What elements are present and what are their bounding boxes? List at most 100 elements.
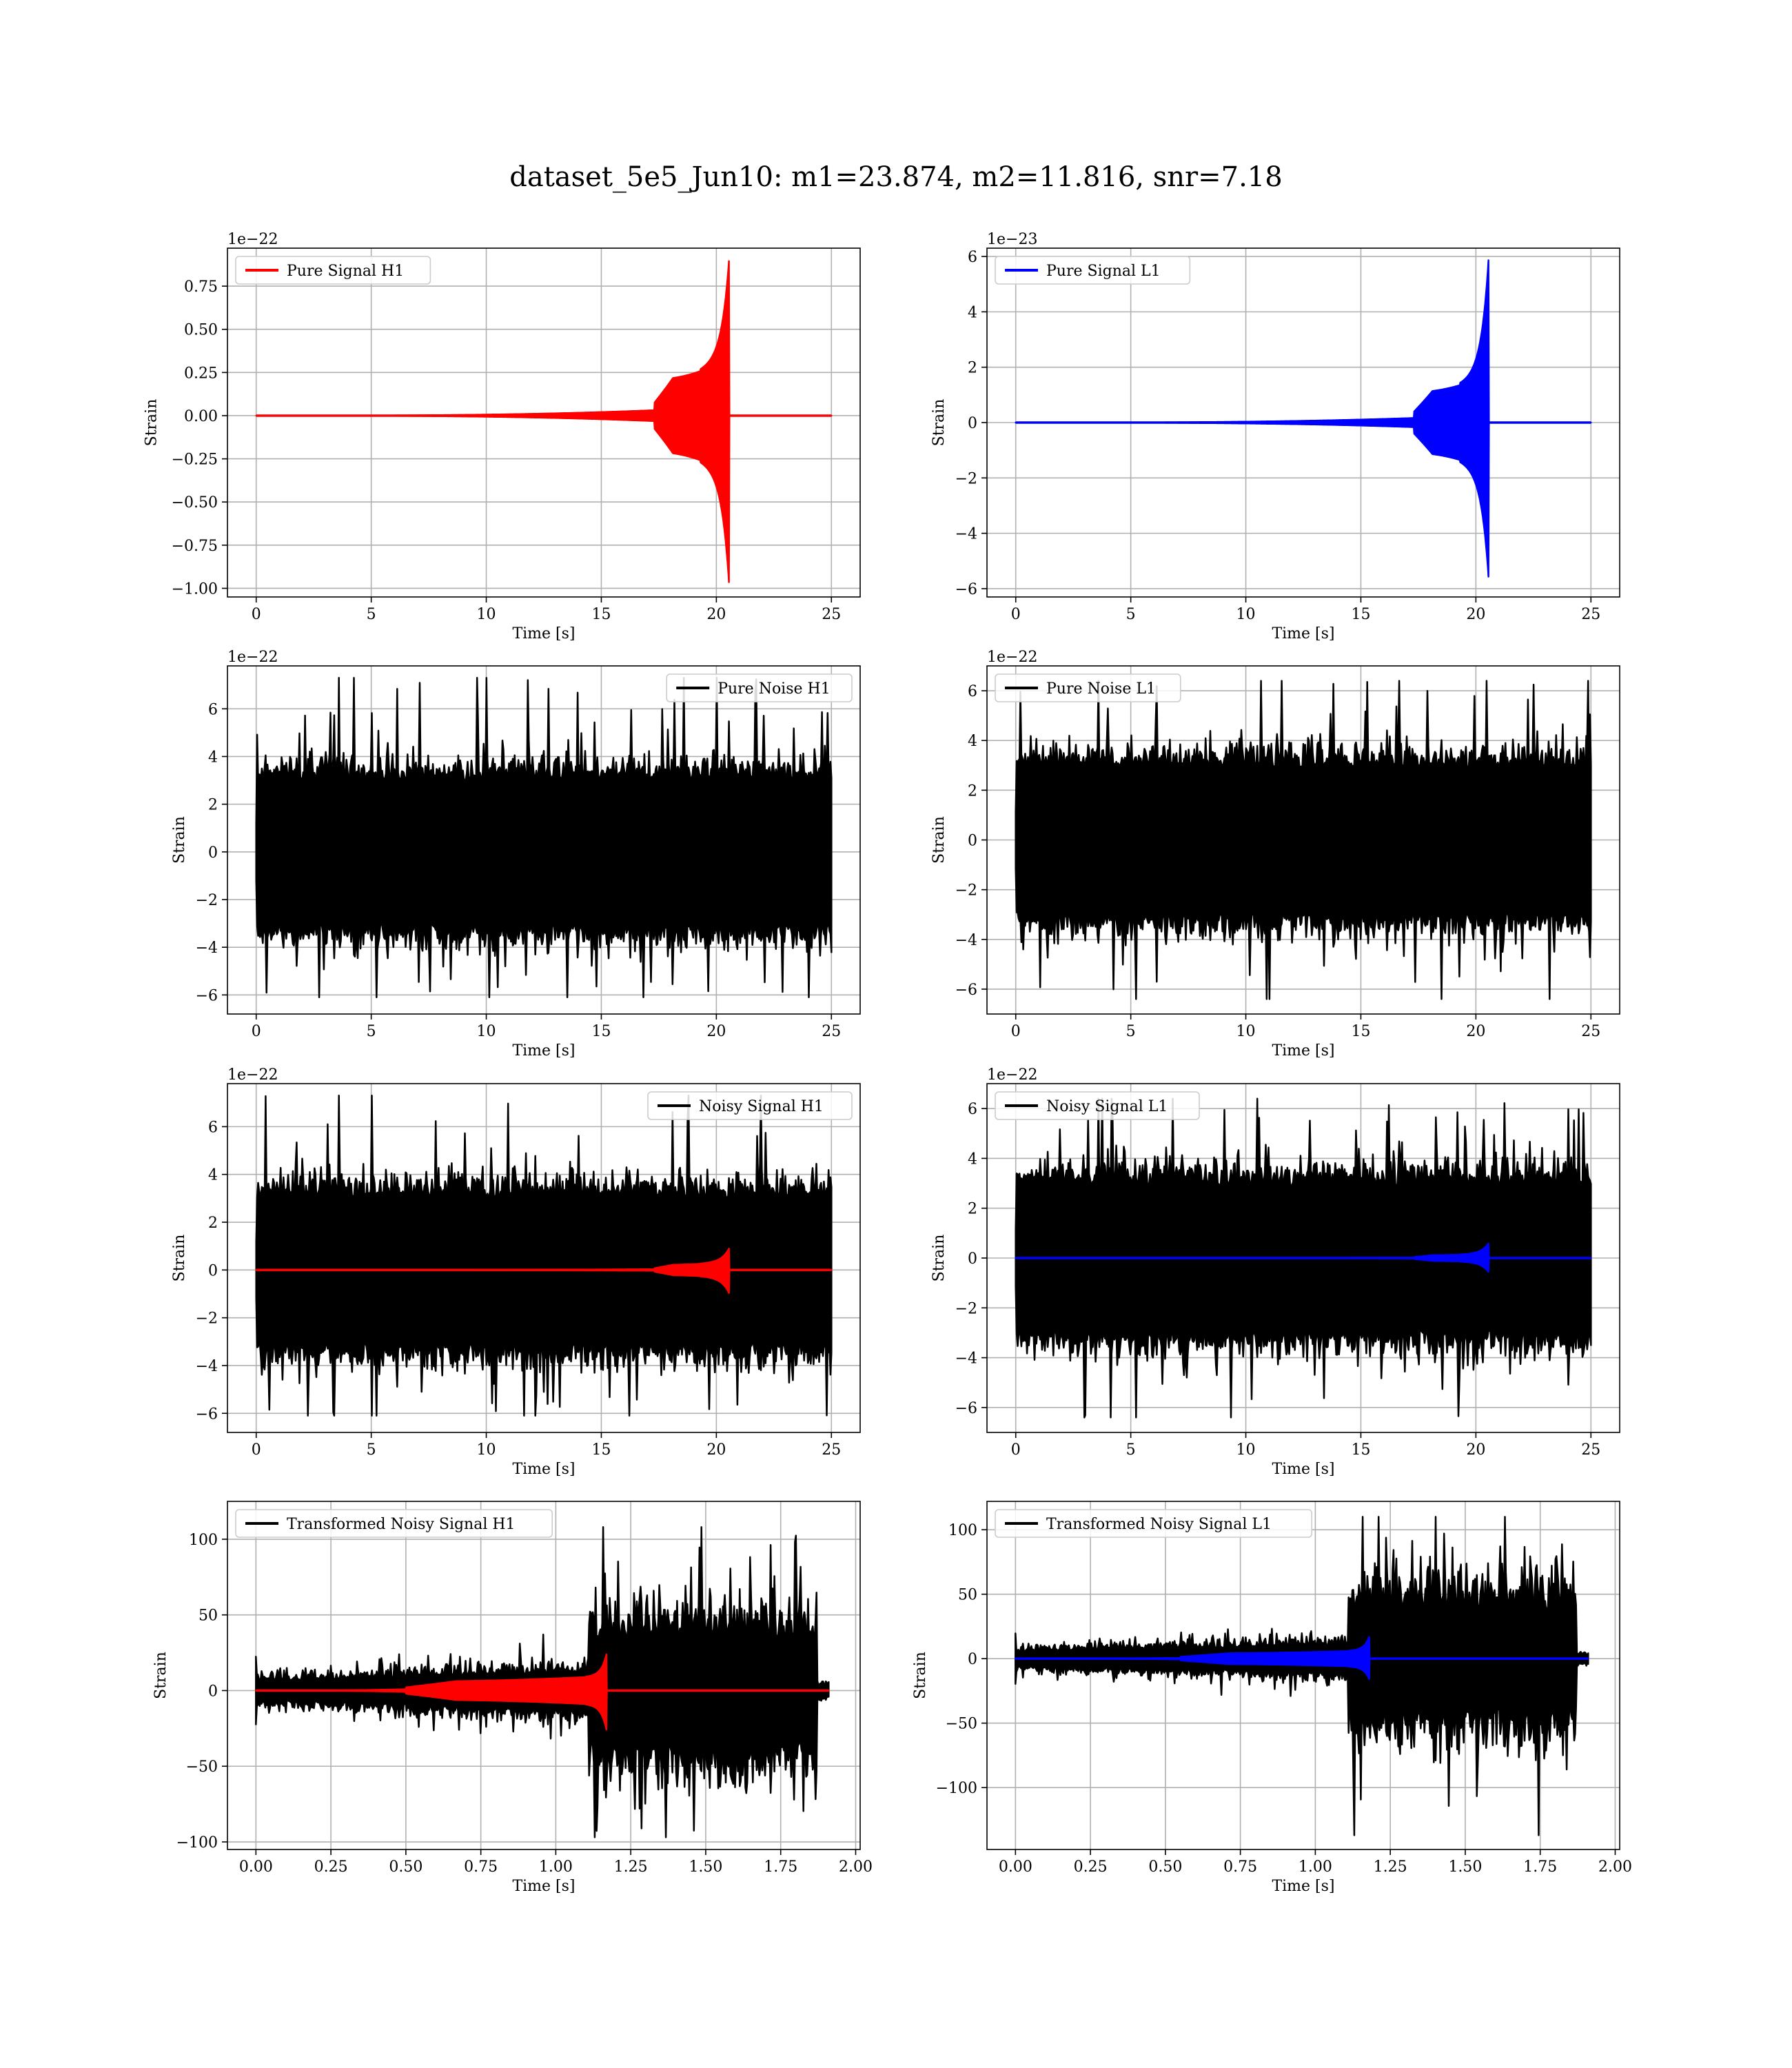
x-tick-label: 10 — [477, 606, 496, 623]
y-axis-label: Strain — [930, 1235, 948, 1282]
y-tick-label: −6 — [196, 987, 218, 1004]
x-tick-label: 0 — [252, 1441, 261, 1459]
x-tick-label: 0.50 — [1148, 1858, 1182, 1876]
x-tick-label: 2.00 — [1598, 1858, 1632, 1876]
x-tick-label: 1.50 — [689, 1858, 722, 1876]
y-tick-label: −50 — [186, 1758, 218, 1776]
x-tick-label: 5 — [1126, 606, 1136, 623]
legend-box — [235, 1509, 553, 1538]
legend: Noisy Signal H1 — [647, 1091, 853, 1120]
y-axis-label: Strain — [930, 399, 948, 447]
axes-frame — [986, 1501, 1620, 1850]
x-tick-label: 0.75 — [464, 1858, 498, 1876]
y-tick-label: −2 — [955, 882, 977, 900]
x-tick-label: 1.25 — [614, 1858, 648, 1876]
legend-box — [995, 1091, 1200, 1120]
y-axis-label: Strain — [152, 1652, 170, 1699]
x-axis-label: Time [s] — [1272, 625, 1334, 642]
subplot-noisy-signal-l1: 0 5 10 15 20 25 −6 −4 −2 0 2 4 6 Time [s] Strain 1e−22 N… — [930, 1066, 1620, 1478]
x-axis-label: Time [s] — [512, 1878, 575, 1895]
x-tick-label: 0.25 — [1074, 1858, 1108, 1876]
x-axis-label: Time [s] — [1272, 1878, 1334, 1895]
y-tick-label: 4 — [968, 733, 977, 750]
x-tick-label: 15 — [591, 1023, 611, 1040]
y-tick-label: −100 — [176, 1834, 218, 1852]
x-tick-label: 15 — [591, 1441, 611, 1459]
subplots-grid: 0 5 10 15 20 25−1.00−0.75−0.50−0.250.000.250.… — [143, 231, 1632, 1895]
x-axis: 0 5 10 15 20 25 — [252, 597, 841, 623]
subplot-transformed-noisy-signal-h1: 0.00 0.25 0.50 0.75 1.00 1.25 1.50 1.75 2.00 −100… — [152, 1501, 873, 1895]
x-tick-label: 25 — [822, 606, 841, 623]
y-axis: −6 −4 −2 0 2 4 6 — [196, 701, 227, 1004]
axes-frame — [227, 665, 861, 1015]
y-tick-label: 6 — [208, 701, 218, 718]
y-axis: −100 −50 0 50 100 — [936, 1522, 987, 1797]
subplot-transformed-noisy-signal-l1: 0.00 0.25 0.50 0.75 1.00 1.25 1.50 1.75 2.00 −100… — [912, 1501, 1632, 1895]
x-tick-label: 1.75 — [764, 1858, 797, 1876]
y-tick-label: −2 — [955, 470, 977, 487]
subplot-pure-signal-l1: 0 5 10 15 20 25 −6 −4 −2 0 2 4 6 Time [s] Strain 1e−23 P… — [930, 231, 1620, 642]
y-axis: −6 −4 −2 0 2 4 6 — [955, 1101, 987, 1417]
x-tick-label: 15 — [1351, 1023, 1370, 1040]
y-tick-label: −6 — [955, 581, 977, 598]
x-tick-label: 15 — [591, 606, 611, 623]
plot-area — [255, 1526, 830, 1838]
y-axis-label: Strain — [930, 816, 948, 864]
y-axis: −6 −4 −2 0 2 4 6 — [955, 683, 987, 999]
y-tick-label: 4 — [968, 1150, 977, 1168]
legend: Pure Noise H1 — [666, 673, 853, 702]
x-axis-label: Time [s] — [1272, 1461, 1334, 1478]
x-axis: 0 5 10 15 20 25 — [252, 1014, 841, 1040]
y-tick-label: 2 — [208, 797, 218, 814]
plot-area — [255, 677, 833, 999]
legend-box — [647, 1091, 853, 1120]
legend-box — [995, 1509, 1313, 1538]
y-tick-label: −6 — [955, 1400, 977, 1417]
noise-series — [1015, 680, 1592, 1000]
y-tick-label: −2 — [196, 1310, 218, 1328]
legend-label: Pure Noise H1 — [717, 680, 831, 698]
y-tick-label: 6 — [968, 1101, 977, 1118]
y-tick-label: 0.25 — [184, 365, 218, 382]
y-tick-label: −4 — [955, 932, 977, 949]
x-axis-label: Time [s] — [512, 1461, 575, 1478]
x-tick-label: 5 — [367, 606, 376, 623]
x-tick-label: 0 — [252, 1023, 261, 1040]
x-tick-label: 0 — [1011, 1441, 1021, 1459]
plot-area — [1015, 259, 1592, 578]
y-tick-label: 6 — [968, 683, 977, 700]
x-axis: 0.00 0.25 0.50 0.75 1.00 1.25 1.50 1.75 2.00 — [999, 1849, 1632, 1876]
noise-series — [1015, 1516, 1589, 1836]
x-tick-label: 5 — [1126, 1023, 1136, 1040]
y-tick-label: −4 — [196, 1358, 218, 1375]
x-tick-label: 20 — [706, 1023, 726, 1040]
legend-label: Pure Signal L1 — [1046, 263, 1161, 280]
y-tick-label: −4 — [196, 940, 218, 957]
x-tick-label: 20 — [1466, 1441, 1485, 1459]
y-tick-label: −4 — [955, 526, 977, 543]
x-tick-label: 5 — [367, 1441, 376, 1459]
y-tick-label: −50 — [946, 1716, 977, 1733]
legend-label: Transformed Noisy Signal H1 — [287, 1516, 516, 1533]
y-axis-label: Strain — [171, 816, 188, 864]
y-tick-label: 2 — [968, 1201, 977, 1218]
y-tick-label: −0.75 — [172, 538, 218, 555]
x-tick-label: 20 — [1466, 1023, 1485, 1040]
figure-title: dataset_5e5_Jun10: m1=23.874, m2=11.816,… — [509, 161, 1282, 193]
y-offset-text: 1e−22 — [987, 649, 1037, 666]
x-tick-label: 0.00 — [239, 1858, 273, 1876]
x-tick-label: 0.75 — [1223, 1858, 1257, 1876]
y-tick-label: −6 — [955, 982, 977, 999]
x-tick-label: 1.75 — [1523, 1858, 1557, 1876]
y-offset-text: 1e−22 — [987, 1066, 1037, 1084]
x-tick-label: 0 — [252, 606, 261, 623]
x-tick-label: 0 — [1011, 1023, 1021, 1040]
x-tick-label: 25 — [1581, 1441, 1600, 1459]
subplot-pure-signal-h1: 0 5 10 15 20 25 −1.00 −0.75 −0.50 −0.25 0.00 0.25 0.… — [143, 231, 861, 642]
y-tick-label: 4 — [208, 1167, 218, 1184]
y-tick-label: −2 — [196, 892, 218, 909]
x-tick-label: 20 — [706, 606, 726, 623]
x-tick-label: 10 — [1236, 1023, 1256, 1040]
x-tick-label: 0.25 — [314, 1858, 348, 1876]
